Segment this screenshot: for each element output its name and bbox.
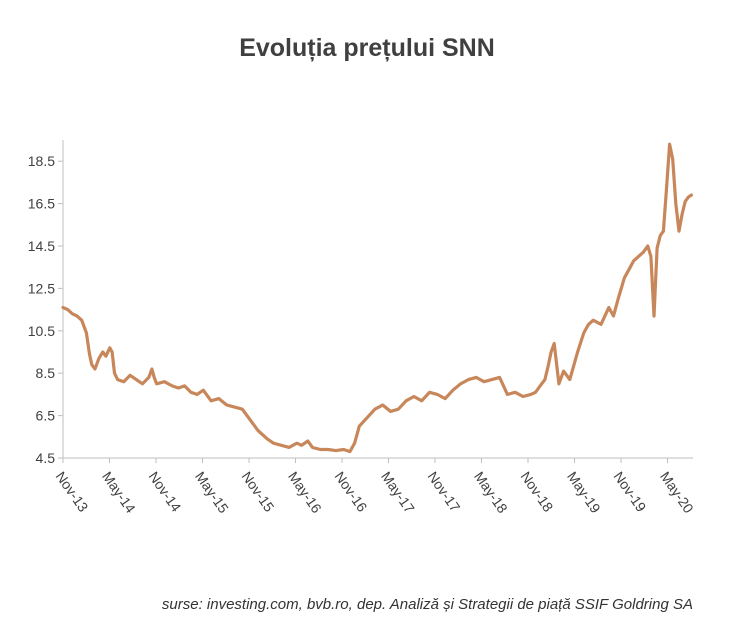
x-tick-label: Nov-14 — [146, 469, 185, 515]
x-tick-label: Nov-13 — [53, 469, 92, 515]
source-note: surse: investing.com, bvb.ro, dep. Anali… — [161, 596, 693, 613]
y-tick-label: 18.5 — [28, 153, 55, 169]
x-tick-label: May-17 — [378, 469, 418, 517]
x-tick-label: Nov-17 — [425, 469, 464, 515]
x-tick-label: May-20 — [657, 469, 697, 517]
x-axis-ticks: Nov-13 May-14 Nov-14 May-15 Nov-15 May-16 Nov-… — [53, 458, 697, 517]
y-tick-label: 14.5 — [28, 238, 55, 254]
x-tick-label: May-19 — [564, 469, 604, 517]
price-series-line — [61, 142, 693, 454]
x-tick-label: May-15 — [192, 469, 232, 517]
y-tick-label: 12.5 — [28, 280, 55, 296]
x-tick-label: Nov-15 — [239, 469, 278, 515]
x-tick-label: Nov-16 — [332, 469, 371, 515]
chart-title: Evoluția prețului SNN — [239, 34, 495, 62]
y-tick-label: 8.5 — [36, 365, 56, 381]
y-tick-label: 6.5 — [36, 408, 56, 424]
y-tick-label: 16.5 — [28, 196, 55, 212]
x-tick-label: May-14 — [99, 469, 139, 517]
y-tick-label: 4.5 — [36, 450, 56, 466]
x-tick-label: May-16 — [285, 469, 325, 517]
x-tick-label: Nov-19 — [611, 469, 650, 515]
y-axis-ticks: 4.5 6.5 8.5 10.5 12.5 14.5 16.5 18.5 — [28, 153, 63, 466]
y-tick-label: 10.5 — [28, 323, 55, 339]
x-tick-label: Nov-18 — [518, 469, 557, 515]
x-tick-label: May-18 — [471, 469, 511, 517]
